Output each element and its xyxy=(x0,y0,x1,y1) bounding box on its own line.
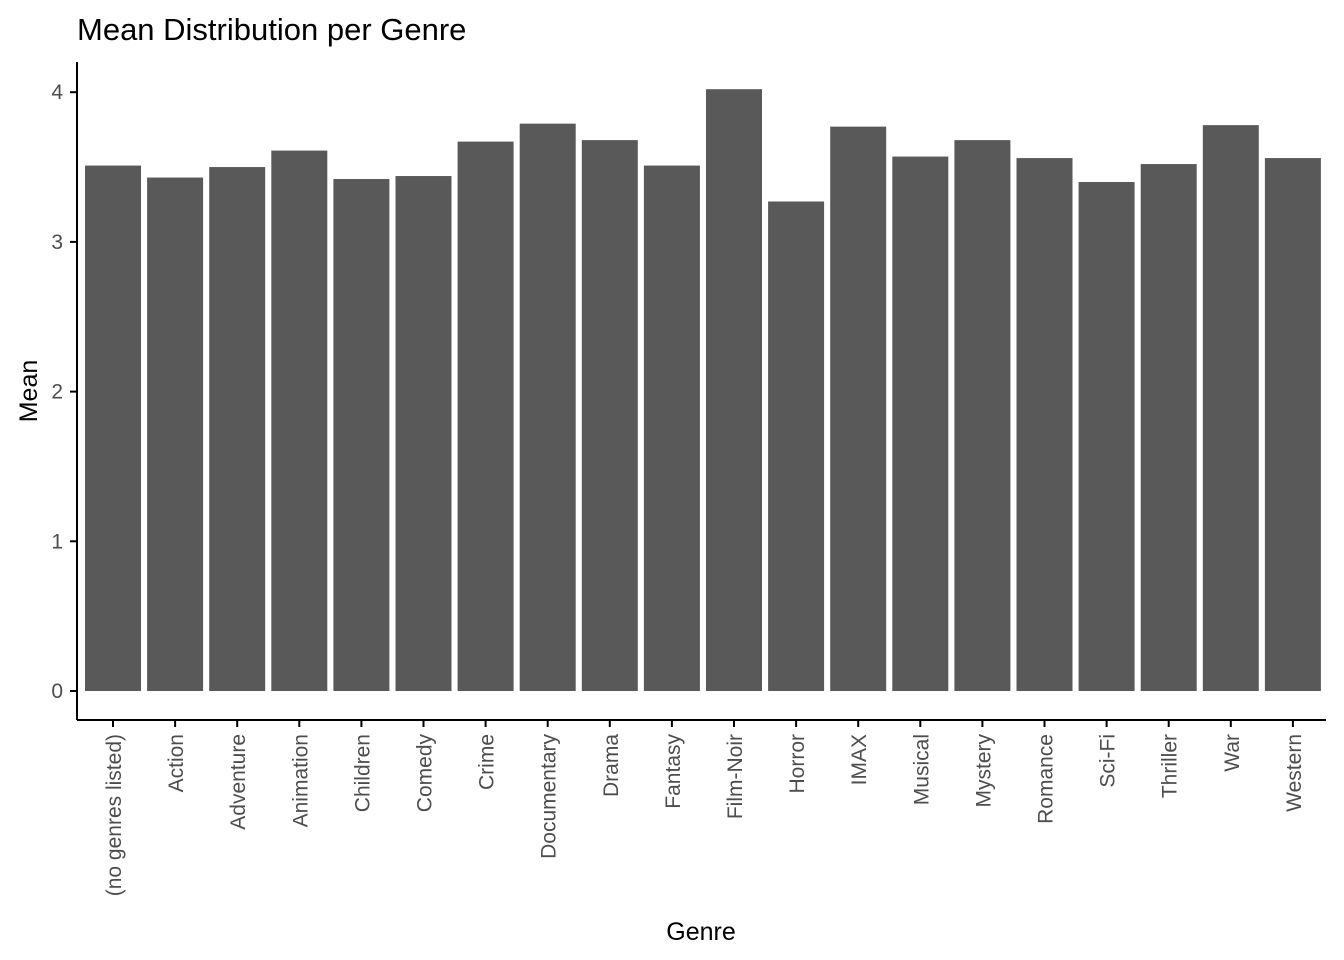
y-tick-label-1: 1 xyxy=(51,530,63,553)
bar-no-genres-listed xyxy=(85,165,141,692)
x-tick-label-comedy: Comedy xyxy=(414,734,437,813)
bar-fantasy xyxy=(643,165,700,692)
y-tick-label-3: 3 xyxy=(51,231,63,254)
x-axis-title: Genre xyxy=(666,918,735,946)
bar-imax xyxy=(830,126,887,692)
x-tick-label-western: Western xyxy=(1283,734,1306,812)
x-tick-label-animation: Animation xyxy=(289,734,312,827)
bar-drama xyxy=(581,140,638,691)
bar-documentary xyxy=(519,123,576,691)
x-tick-label-children: Children xyxy=(351,734,374,812)
chart-title: Mean Distribution per Genre xyxy=(77,12,466,47)
x-tick-label-documentary: Documentary xyxy=(538,734,561,859)
x-tick-label-adventure: Adventure xyxy=(227,734,250,830)
x-tick-label-romance: Romance xyxy=(1035,734,1058,824)
bars-group xyxy=(85,89,1321,692)
x-tick-label-drama: Drama xyxy=(600,734,623,797)
x-tick-label-thriller: Thriller xyxy=(1159,734,1182,798)
x-tick-label-mystery: Mystery xyxy=(972,734,995,808)
bar-musical xyxy=(892,156,949,692)
y-tick-label-2: 2 xyxy=(51,381,63,404)
bar-western xyxy=(1264,158,1321,691)
bar-action xyxy=(147,177,204,692)
x-tick-label-fantasy: Fantasy xyxy=(662,734,685,809)
x-tick-label-crime: Crime xyxy=(476,734,499,790)
bar-war xyxy=(1202,125,1259,691)
x-tick-label-action: Action xyxy=(165,734,188,792)
x-tick-label-film-noir: Film-Noir xyxy=(724,734,747,819)
x-tick-label-war: War xyxy=(1221,734,1244,772)
bar-film-noir xyxy=(706,89,762,692)
bar-romance xyxy=(1016,158,1073,691)
x-axis: (no genres listed) Action Adventure Animati… xyxy=(77,719,1326,896)
bar-crime xyxy=(457,141,514,691)
y-tick-label-4: 4 xyxy=(51,81,63,104)
bar-comedy xyxy=(395,176,452,692)
x-tick-label-no-genres-listed: (no genres listed) xyxy=(103,734,126,896)
x-tick-label-horror: Horror xyxy=(786,734,809,794)
bar-sci-fi xyxy=(1078,182,1135,691)
bar-mystery xyxy=(954,140,1011,691)
bar-thriller xyxy=(1140,164,1197,691)
y-axis-title: Mean xyxy=(15,360,43,423)
bar-adventure xyxy=(209,167,266,692)
plot-area: 0 1 2 3 4 (no genres listed) Action Adventure A… xyxy=(51,62,1326,896)
x-tick-label-musical: Musical xyxy=(910,734,933,805)
x-tick-label-imax: IMAX xyxy=(848,734,871,785)
y-axis: 0 1 2 3 4 xyxy=(51,62,78,720)
bar-children xyxy=(333,179,390,691)
bar-animation xyxy=(271,150,328,691)
x-tick-label-sci-fi: Sci-Fi xyxy=(1097,734,1120,788)
y-tick-label-0: 0 xyxy=(51,680,63,703)
bar-horror xyxy=(768,201,825,691)
